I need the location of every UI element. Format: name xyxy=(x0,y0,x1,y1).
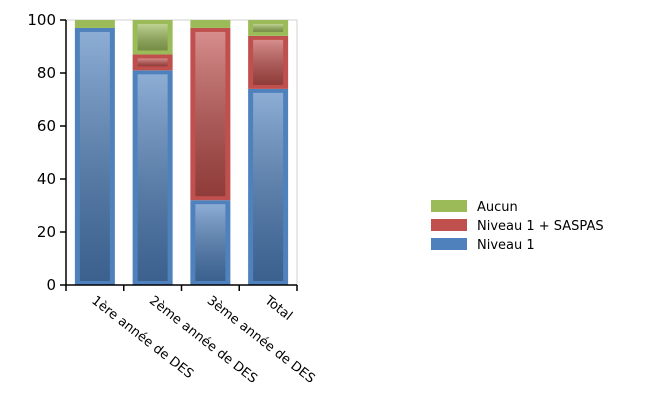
x-category-label: Total xyxy=(261,293,295,324)
legend-swatch xyxy=(431,238,467,250)
bar-segment-shade xyxy=(253,24,284,32)
bar-segment-niveau-1-saspas xyxy=(190,27,231,201)
bar-segment-niveau-1 xyxy=(132,70,173,285)
y-tick-label: 80 xyxy=(37,64,56,82)
y-tick-label: 60 xyxy=(37,117,56,135)
legend-label: Aucun xyxy=(477,200,518,215)
y-tick-label: 20 xyxy=(37,223,56,241)
bar-segment-aucun xyxy=(74,20,115,28)
legend-item-niveau-1: Niveau 1 xyxy=(431,238,535,253)
bar-segment-fill xyxy=(74,20,115,28)
bar-segment-fill xyxy=(190,20,231,28)
legend-swatch xyxy=(431,200,467,212)
legend-item-niveau-1-saspas: Niveau 1 + SASPAS xyxy=(431,219,604,234)
legend-swatch xyxy=(431,219,467,231)
bar-segment-shade xyxy=(79,31,110,282)
bar-segment-shade xyxy=(253,39,284,85)
bar-segment-niveau-1 xyxy=(74,27,115,285)
bar-segment-shade xyxy=(137,58,168,67)
bar-segment-shade xyxy=(195,204,226,281)
bars-layer xyxy=(74,20,289,286)
bar-segment-shade xyxy=(137,74,168,281)
legend-label: Niveau 1 xyxy=(477,238,535,253)
bar-segment-shade xyxy=(253,92,284,282)
legend: Aucun Niveau 1 + SASPAS Niveau 1 xyxy=(431,200,604,253)
bar-segment-niveau-1 xyxy=(190,200,231,285)
x-category-label: 2ème année de DES xyxy=(146,293,260,386)
x-category-label: 3ème année de DES xyxy=(204,293,318,386)
y-tick-label: 100 xyxy=(27,11,56,29)
x-category-label: 1ère année de DES xyxy=(88,293,196,382)
bar-segment-aucun xyxy=(132,20,173,55)
bar-segment-niveau-1-saspas xyxy=(132,54,173,71)
y-tick-label: 0 xyxy=(46,276,56,294)
legend-label: Niveau 1 + SASPAS xyxy=(477,219,604,234)
bar-segment-niveau-1 xyxy=(248,88,289,286)
bar-segment-shade xyxy=(195,31,226,197)
legend-item-aucun: Aucun xyxy=(431,200,518,215)
y-axis: 0 20 40 60 80 100 xyxy=(27,11,67,294)
bar-segment-niveau-1-saspas xyxy=(248,35,289,89)
bar-segment-aucun xyxy=(248,20,289,36)
bar-segment-aucun xyxy=(190,20,231,28)
y-tick-label: 40 xyxy=(37,170,56,188)
bar-segment-shade xyxy=(137,24,168,51)
